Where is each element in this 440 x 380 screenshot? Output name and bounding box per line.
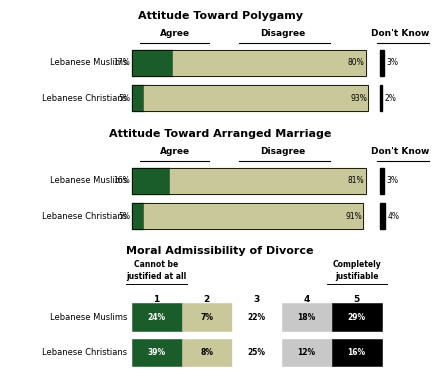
Text: Moral Admissibility of Divorce: Moral Admissibility of Divorce	[126, 246, 314, 256]
Text: Disagree: Disagree	[260, 29, 305, 38]
Bar	[132, 50, 366, 76]
Bar	[132, 303, 182, 331]
Text: Lebanese Christians: Lebanese Christians	[42, 348, 127, 357]
Text: Lebanese Muslims: Lebanese Muslims	[50, 313, 127, 321]
Text: justifiable: justifiable	[335, 272, 378, 281]
Text: Attitude Toward Polygamy: Attitude Toward Polygamy	[138, 11, 303, 21]
Bar	[182, 303, 231, 331]
Text: 29%: 29%	[348, 313, 366, 321]
Bar	[144, 203, 363, 229]
Bar	[282, 339, 332, 366]
Text: 3%: 3%	[386, 176, 398, 185]
Text: Agree: Agree	[160, 147, 190, 155]
Text: Lebanese Muslims: Lebanese Muslims	[50, 59, 127, 68]
Text: Attitude Toward Arranged Marriage: Attitude Toward Arranged Marriage	[109, 129, 331, 139]
Bar	[132, 203, 144, 229]
Text: 22%: 22%	[248, 313, 266, 321]
Text: Don't Know: Don't Know	[371, 147, 429, 155]
Text: Lebanese Christians: Lebanese Christians	[42, 212, 127, 221]
Bar	[182, 339, 231, 366]
Bar	[132, 168, 366, 194]
Text: 18%: 18%	[297, 313, 316, 321]
Text: 4: 4	[304, 295, 310, 304]
Text: Don't Know: Don't Know	[371, 29, 429, 38]
Text: 7%: 7%	[200, 313, 213, 321]
Bar	[132, 50, 172, 76]
Text: 16%: 16%	[114, 176, 130, 185]
Bar	[132, 339, 182, 366]
Text: Lebanese Christians: Lebanese Christians	[42, 94, 127, 103]
Bar	[380, 50, 384, 76]
Text: 1: 1	[154, 295, 160, 304]
Bar	[132, 86, 144, 111]
Text: 4%: 4%	[388, 212, 400, 221]
Text: 93%: 93%	[350, 94, 367, 103]
Bar	[144, 86, 368, 111]
Text: 17%: 17%	[114, 59, 130, 68]
Bar	[332, 303, 382, 331]
Bar	[380, 168, 384, 194]
Text: 24%: 24%	[147, 313, 166, 321]
Text: 16%: 16%	[348, 348, 366, 357]
Text: 5: 5	[354, 295, 360, 304]
Text: Completely: Completely	[332, 260, 381, 269]
Text: 80%: 80%	[348, 59, 364, 68]
Text: 2%: 2%	[385, 94, 396, 103]
Text: 3%: 3%	[386, 59, 398, 68]
Bar	[132, 168, 170, 194]
Text: 5%: 5%	[118, 212, 130, 221]
Text: 2: 2	[204, 295, 210, 304]
Bar	[170, 168, 366, 194]
Text: Lebanese Muslims: Lebanese Muslims	[50, 176, 127, 185]
Bar	[132, 86, 368, 111]
Text: Disagree: Disagree	[260, 147, 305, 155]
Bar	[380, 203, 385, 229]
Text: 12%: 12%	[297, 348, 316, 357]
Bar	[282, 303, 332, 331]
Text: justified at all: justified at all	[126, 272, 187, 281]
Text: Agree: Agree	[160, 29, 190, 38]
Text: 91%: 91%	[345, 212, 362, 221]
Text: 81%: 81%	[348, 176, 364, 185]
Bar	[231, 303, 282, 331]
Text: 25%: 25%	[248, 348, 266, 357]
Bar	[172, 50, 366, 76]
Text: 3: 3	[253, 295, 260, 304]
Text: 8%: 8%	[200, 348, 213, 357]
Bar	[380, 86, 382, 111]
Text: Cannot be: Cannot be	[135, 260, 179, 269]
Text: 5%: 5%	[118, 94, 130, 103]
Bar	[332, 339, 382, 366]
Text: 39%: 39%	[147, 348, 166, 357]
Bar	[231, 339, 282, 366]
Bar	[132, 203, 363, 229]
